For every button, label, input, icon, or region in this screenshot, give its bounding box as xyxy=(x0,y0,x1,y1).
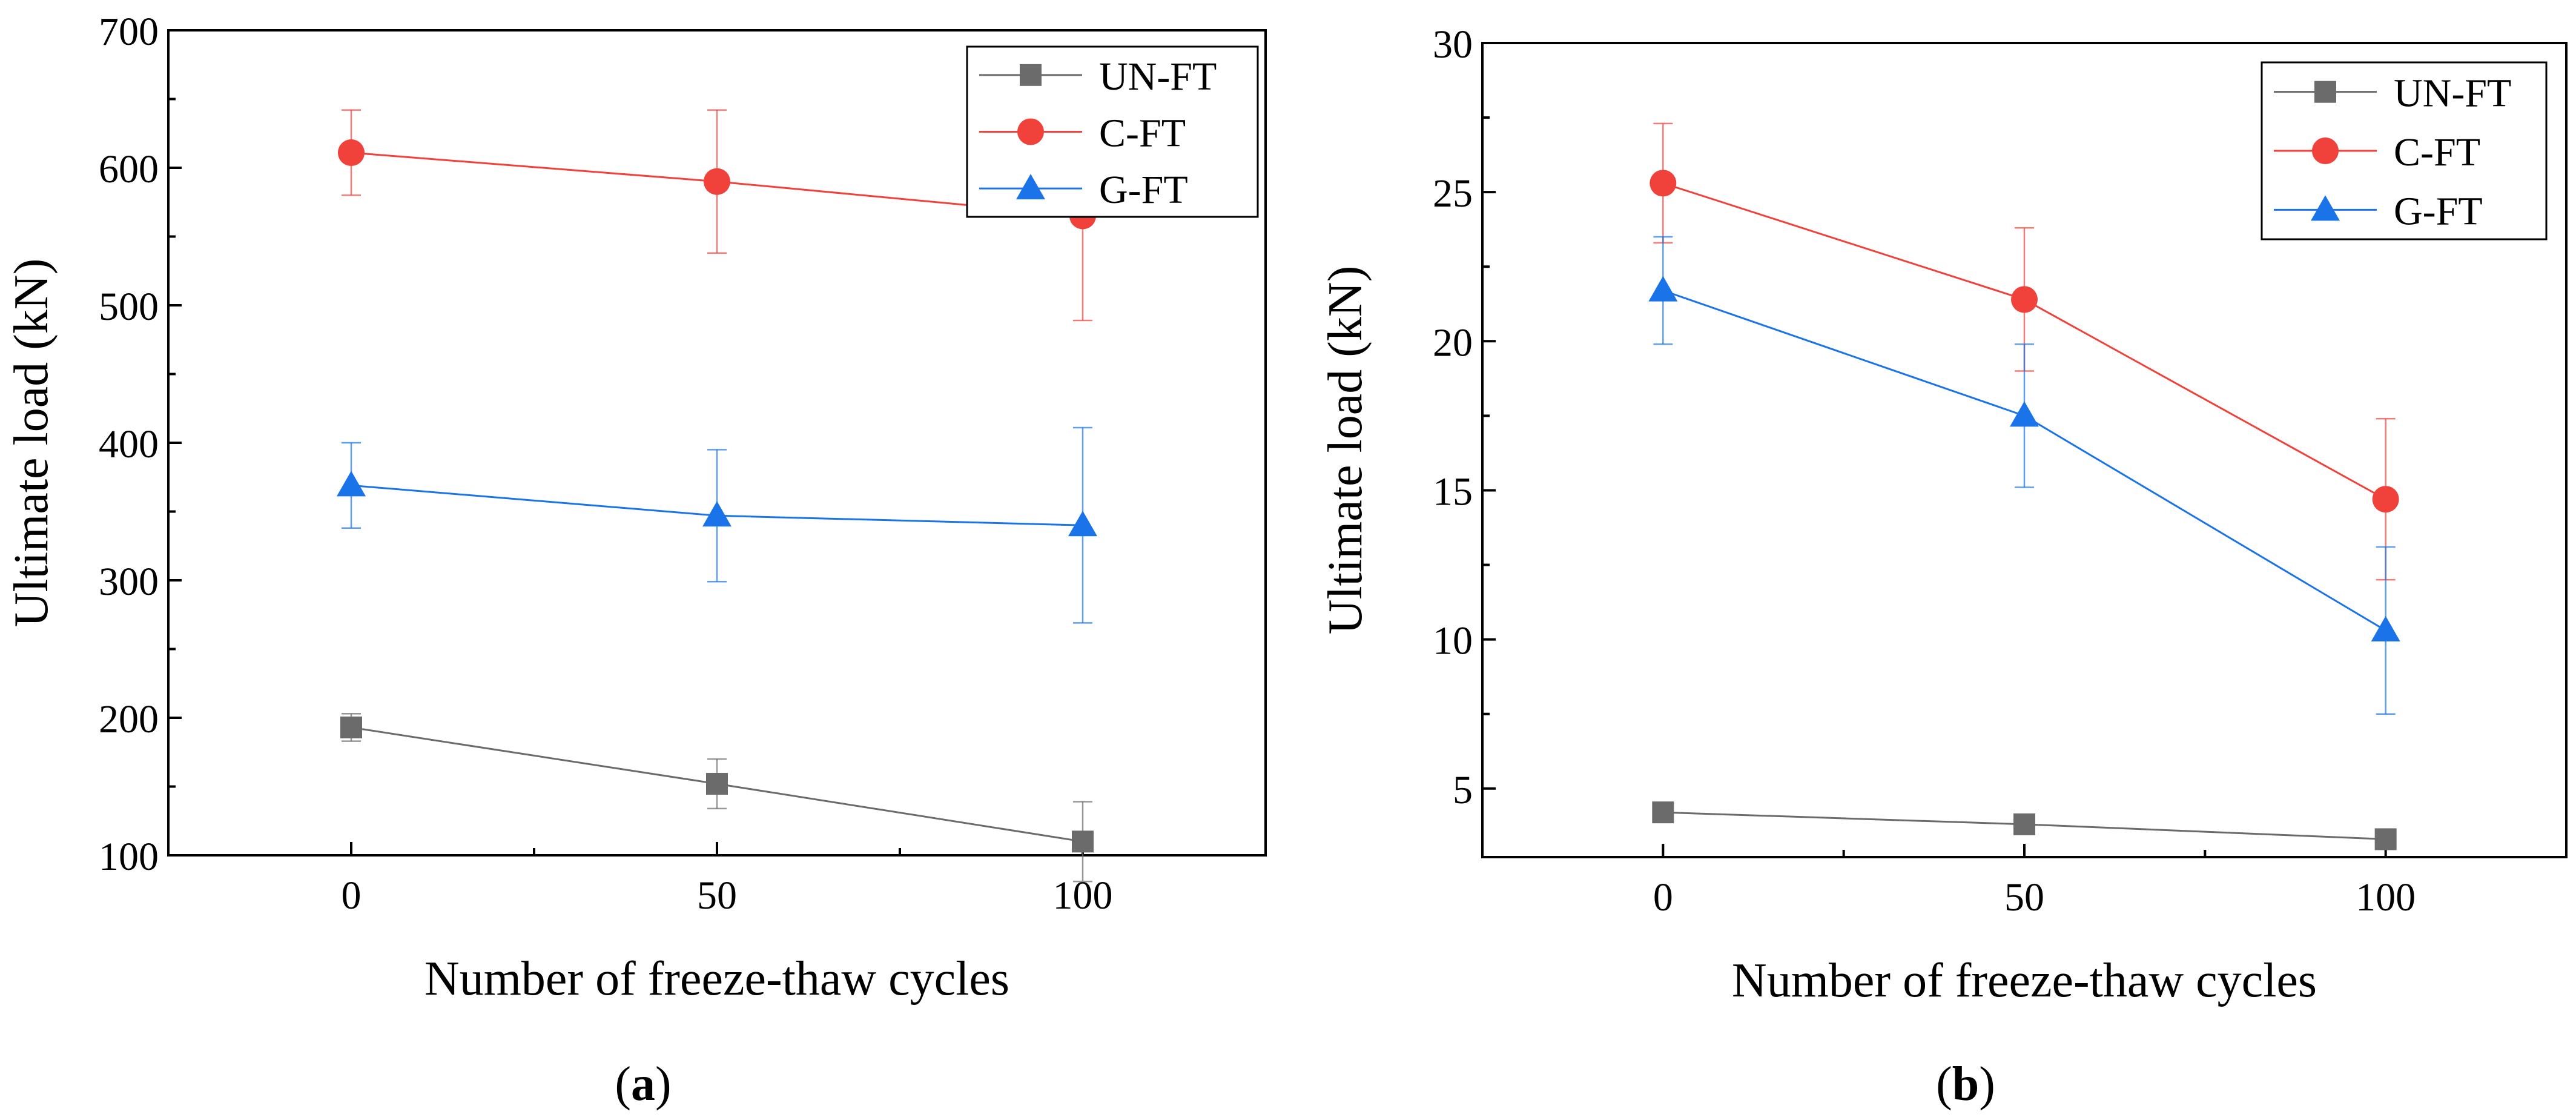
data-point xyxy=(2011,286,2038,313)
legend-label: C-FT xyxy=(2394,130,2480,174)
y-tick-label: 20 xyxy=(1433,320,1473,365)
legend-item: G-FT xyxy=(2274,189,2483,233)
data-point xyxy=(2371,615,2400,641)
y-tick-label: 200 xyxy=(99,697,159,741)
legend-item: C-FT xyxy=(2274,130,2480,174)
y-tick-label: 300 xyxy=(99,560,159,604)
y-tick-label: 10 xyxy=(1433,619,1473,663)
data-point xyxy=(706,772,728,795)
y-tick-label: 400 xyxy=(99,422,159,466)
data-point xyxy=(338,139,365,167)
data-point xyxy=(1648,276,1678,302)
data-point xyxy=(1650,170,1677,197)
legend-label: G-FT xyxy=(1099,168,1188,212)
data-point xyxy=(2312,138,2339,164)
chart-b: 5 10 15 20 25 30 0 50 100 Number of freeze-thaw c… xyxy=(1319,22,2568,1007)
x-tick-label: 0 xyxy=(1653,875,1673,920)
data-point xyxy=(2372,486,2399,513)
y-tick-label: 500 xyxy=(99,285,159,329)
data-point xyxy=(1068,511,1097,537)
y-tick-label: 100 xyxy=(99,835,159,879)
data-point xyxy=(2010,401,2039,427)
data-point xyxy=(702,501,732,527)
legend-label: UN-FT xyxy=(2394,71,2511,116)
caption-paren-close: ) xyxy=(1979,1058,1995,1111)
y-tick-label: 600 xyxy=(99,147,159,191)
x-axis-label: Number of freeze-thaw cycles xyxy=(424,952,1009,1006)
data-point xyxy=(704,168,730,195)
y-axis-label: Ultimate load (kN) xyxy=(1319,266,1372,635)
data-point xyxy=(1072,830,1094,853)
caption-paren-close: ) xyxy=(655,1058,672,1111)
x-axis-label: Number of freeze-thaw cycles xyxy=(1732,954,2317,1007)
data-point xyxy=(337,471,366,497)
x-tick-label: 0 xyxy=(342,873,362,918)
legend: UN-FT C-FT G-FT xyxy=(966,45,1259,218)
data-point xyxy=(2013,813,2035,835)
legend-item: C-FT xyxy=(979,111,1186,156)
y-tick-label: 700 xyxy=(99,10,159,54)
data-point xyxy=(2314,81,2336,103)
caption-paren-open: ( xyxy=(615,1058,631,1111)
series-un-ft xyxy=(340,712,1094,883)
data-point xyxy=(1652,801,1674,824)
x-tick-label: 50 xyxy=(697,873,737,918)
y-tick-label: 15 xyxy=(1433,469,1473,514)
series-un-ft xyxy=(1652,801,2397,850)
series-g-ft xyxy=(1648,236,2400,715)
series-g-ft xyxy=(337,426,1097,624)
data-point xyxy=(2311,195,2340,221)
data-point xyxy=(1017,118,1044,145)
legend-label: C-FT xyxy=(1099,111,1186,156)
y-tick-label: 5 xyxy=(1453,768,1473,812)
data-point xyxy=(1016,174,1045,200)
panel-b-caption: (b) xyxy=(1844,1057,2087,1112)
data-point xyxy=(1020,64,1042,86)
legend-item: UN-FT xyxy=(2274,71,2511,116)
legend-item: G-FT xyxy=(979,168,1188,212)
legend-label: G-FT xyxy=(2394,189,2483,233)
x-tick-label: 50 xyxy=(2004,875,2044,920)
y-tick-label: 25 xyxy=(1433,171,1473,216)
legend-item: UN-FT xyxy=(979,55,1217,99)
data-point xyxy=(340,716,362,738)
caption-letter: b xyxy=(1952,1058,1980,1111)
legend-label: UN-FT xyxy=(1099,55,1217,99)
caption-paren-open: ( xyxy=(1936,1058,1952,1111)
caption-letter: a xyxy=(631,1058,655,1111)
legend: UN-FT C-FT G-FT xyxy=(2261,61,2548,240)
panel-a-caption: (a) xyxy=(522,1057,764,1112)
x-tick-label: 100 xyxy=(2356,875,2416,920)
data-point xyxy=(2374,828,2397,850)
y-axis-label: Ultimate load (kN) xyxy=(5,259,58,628)
y-tick-label: 30 xyxy=(1433,22,1473,67)
